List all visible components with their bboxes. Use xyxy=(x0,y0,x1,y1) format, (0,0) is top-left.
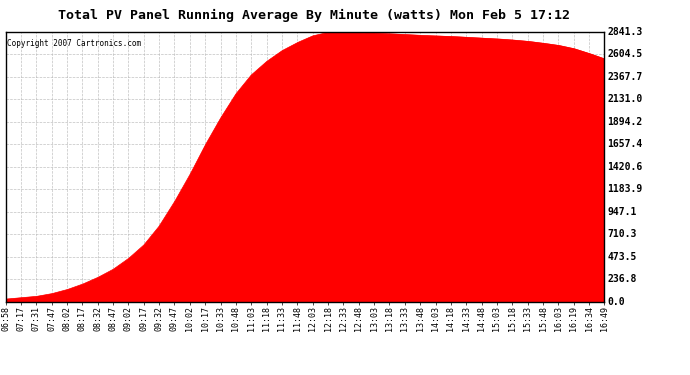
Text: 2604.5: 2604.5 xyxy=(607,50,642,59)
Text: 1183.9: 1183.9 xyxy=(607,184,642,194)
Text: 947.1: 947.1 xyxy=(607,207,637,217)
Text: 2131.0: 2131.0 xyxy=(607,94,642,104)
Text: Copyright 2007 Cartronics.com: Copyright 2007 Cartronics.com xyxy=(8,39,141,48)
Text: 473.5: 473.5 xyxy=(607,252,637,262)
Text: 1420.6: 1420.6 xyxy=(607,162,642,172)
Text: 1894.2: 1894.2 xyxy=(607,117,642,127)
Text: 2841.3: 2841.3 xyxy=(607,27,642,37)
Text: 2367.7: 2367.7 xyxy=(607,72,642,82)
Text: 1657.4: 1657.4 xyxy=(607,140,642,149)
Text: 710.3: 710.3 xyxy=(607,230,637,239)
Text: Total PV Panel Running Average By Minute (watts) Mon Feb 5 17:12: Total PV Panel Running Average By Minute… xyxy=(58,9,570,22)
Text: 236.8: 236.8 xyxy=(607,274,637,284)
Text: 0.0: 0.0 xyxy=(607,297,625,307)
